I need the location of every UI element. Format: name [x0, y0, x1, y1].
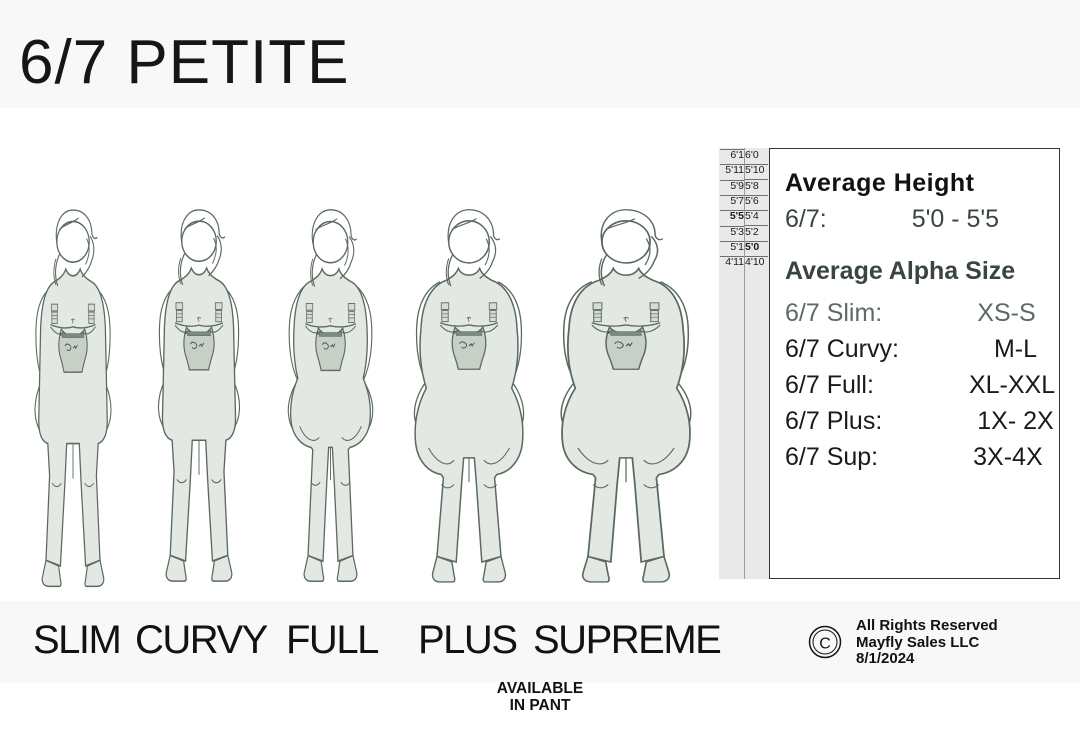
- svg-text:C: C: [819, 636, 831, 653]
